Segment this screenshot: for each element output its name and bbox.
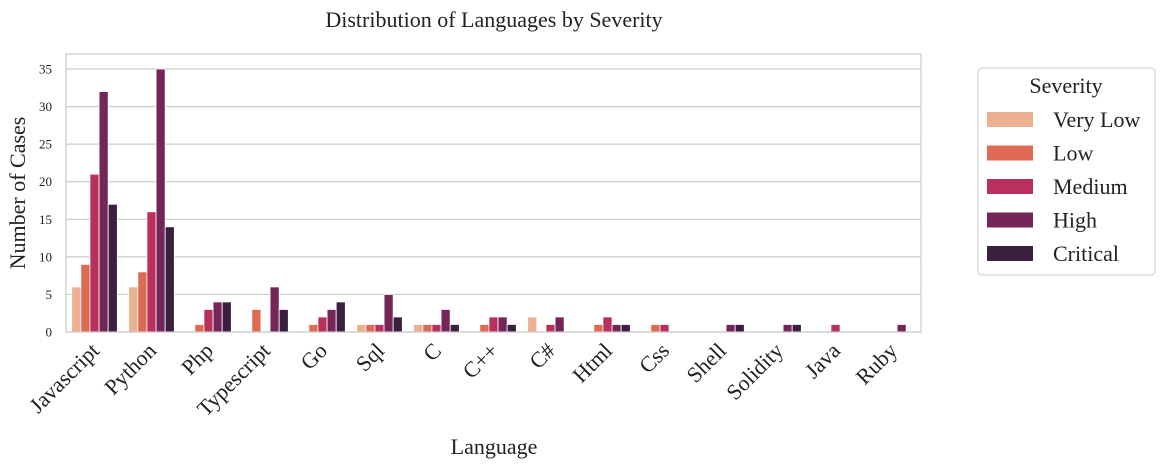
legend-swatch-critical [987,246,1033,261]
x-tick-label: Java [800,338,845,383]
bar-sql-critical [392,316,403,333]
legend-label: Critical [1053,241,1119,266]
bars [71,68,907,333]
bar-c-high [440,309,451,333]
bar-typescript-high [269,286,280,333]
x-tick-label: Go [295,338,332,375]
y-tick-label: 30 [39,99,52,114]
legend-label: Very Low [1053,107,1140,132]
y-tick-label: 20 [39,174,52,189]
bar-javascript-high [98,91,109,333]
bar-typescript-critical [278,309,289,333]
bar-php-low [194,324,205,333]
x-tick-label: Ruby [851,338,902,389]
bar-python-medium [146,211,157,333]
bar-javascript-medium [89,173,100,333]
bar-python-very-low [128,286,139,333]
bar-html-low [593,324,604,333]
bar-typescript-low [251,309,262,333]
bar-javascript-very-low [71,286,82,333]
bar-css-medium [659,324,670,333]
bar-ruby-high [896,324,907,333]
bar-c-very-low [527,316,538,333]
legend: Severity Very Low Low Medium High Critical [977,67,1156,276]
bar-c-low [479,324,490,333]
bar-go-low [308,324,319,333]
bar-sql-very-low [356,324,367,333]
y-tick-label: 25 [39,137,52,152]
x-tick-label: Sql [351,338,389,376]
legend-swatch-medium [987,179,1033,194]
x-tick-label: Css [634,338,674,378]
x-tick-label: C++ [457,338,503,384]
bar-html-high [611,324,622,333]
x-tick-label: Python [99,338,161,400]
bar-php-critical [221,301,232,333]
bar-javascript-low [80,263,91,333]
bar-go-medium [317,316,328,333]
grid-lines [66,68,921,333]
y-tick-label: 35 [39,62,52,77]
bar-c-high [497,316,508,333]
legend-swatch-low [987,145,1033,161]
legend-swatch-high [987,212,1033,228]
y-tick-label: 0 [46,325,53,340]
bar-php-medium [203,309,214,333]
bar-shell-critical [734,324,745,333]
x-tick-label: Solidity [721,338,788,405]
bar-c-medium [545,324,556,333]
bar-c-critical [506,324,517,333]
x-tick-label: Html [567,338,617,388]
y-axis-label: Number of Cases [5,117,30,270]
bar-javascript-critical [107,203,118,333]
x-tick-label: C [418,338,446,366]
bar-sql-medium [374,324,385,333]
legend-label: High [1053,208,1097,233]
bar-solidity-high [782,324,793,333]
legend-label: Low [1053,141,1093,166]
bar-java-medium [830,324,841,333]
bar-sql-low [365,324,376,333]
bar-c-medium [431,324,442,333]
legend-title: Severity [1029,73,1102,98]
bar-php-high [212,301,223,333]
plot-area [65,53,922,333]
x-tick-label: Javascript [24,338,104,418]
y-axis-ticks: 0 5 10 15 20 25 30 35 [39,62,52,340]
bar-solidity-critical [791,324,802,333]
bar-html-critical [620,324,631,333]
bar-c-high [554,316,565,333]
y-tick-label: 5 [46,287,53,302]
bar-c-low [422,324,433,333]
bar-shell-high [725,324,736,333]
bar-go-high [326,309,337,333]
bar-c-critical [449,324,460,333]
bar-python-low [137,271,148,333]
chart-title: Distribution of Languages by Severity [325,7,662,32]
bar-go-critical [335,301,346,333]
x-axis-label: Language [451,434,538,459]
bar-sql-high [383,294,394,333]
bar-html-medium [602,316,613,333]
x-tick-label: Php [176,338,218,380]
bar-python-high [155,68,166,333]
bar-c-medium [488,316,499,333]
bar-python-critical [164,226,175,333]
x-tick-label: C# [524,338,560,374]
y-tick-label: 15 [39,212,52,227]
y-tick-label: 10 [39,249,52,264]
bar-css-low [650,324,661,333]
legend-swatch-very-low [987,112,1033,127]
bar-c-very-low [413,324,424,333]
legend-label: Medium [1053,174,1128,199]
x-tick-label: Shell [681,338,731,388]
